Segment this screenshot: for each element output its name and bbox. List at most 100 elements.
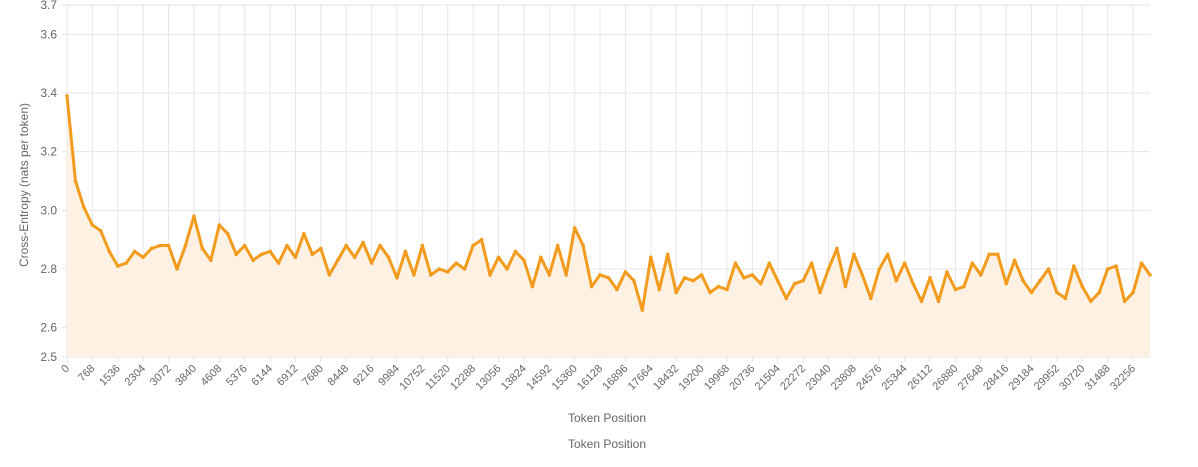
data-point	[1097, 290, 1102, 295]
data-point	[225, 232, 230, 236]
x-tick-label: 28416	[981, 363, 1011, 393]
data-point	[801, 278, 805, 283]
series-points	[65, 94, 1152, 312]
data-point	[640, 308, 645, 312]
x-tick-label: 3840	[173, 363, 199, 389]
data-point	[978, 273, 983, 277]
data-point	[589, 284, 594, 289]
data-point	[758, 281, 763, 286]
data-point	[132, 249, 137, 254]
data-point	[65, 94, 69, 98]
data-point	[868, 296, 873, 301]
x-tick-label: 16128	[575, 363, 605, 393]
x-tick-label: 14592	[524, 363, 554, 393]
data-point	[1088, 299, 1093, 304]
data-point	[1105, 267, 1110, 271]
data-point	[192, 214, 196, 218]
data-point	[1131, 290, 1135, 295]
data-point	[209, 258, 213, 263]
data-point	[581, 243, 585, 248]
data-point	[386, 255, 391, 260]
data-point	[1038, 278, 1042, 283]
data-point	[547, 273, 552, 277]
data-point	[302, 232, 306, 236]
x-tick-label: 30720	[1057, 363, 1087, 393]
x-tick-label: 9216	[351, 363, 377, 389]
data-point	[809, 261, 814, 265]
data-point	[716, 284, 721, 289]
data-point	[242, 243, 247, 248]
data-point	[403, 249, 408, 254]
data-point	[141, 255, 145, 260]
data-point	[1148, 273, 1152, 277]
y-axis-label: Cross-Entropy (nats per token)	[17, 103, 31, 267]
data-point	[852, 252, 856, 257]
data-point	[420, 243, 425, 248]
data-point	[166, 243, 171, 248]
data-point	[276, 261, 281, 265]
data-point	[530, 284, 535, 289]
data-point	[395, 276, 399, 280]
data-point	[818, 290, 822, 295]
x-tick-label: 6144	[249, 363, 275, 389]
y-tick-label: 2.6	[40, 321, 57, 335]
x-tick-label: 13824	[499, 363, 529, 393]
data-point	[962, 284, 966, 289]
data-point	[107, 249, 112, 254]
x-tick-label: 12288	[448, 363, 478, 393]
data-point	[115, 264, 120, 268]
data-point	[158, 243, 162, 248]
data-point	[708, 290, 712, 295]
data-point	[539, 255, 543, 260]
x-tick-label: 5376	[224, 363, 250, 389]
data-point	[73, 179, 78, 183]
x-tick-label: 20736	[727, 363, 757, 393]
data-point	[217, 223, 222, 227]
data-point	[767, 261, 772, 265]
data-point	[429, 273, 433, 277]
x-tick-label: 26880	[930, 363, 960, 393]
x-tick-label: 24576	[854, 363, 884, 393]
data-point	[1012, 258, 1017, 263]
data-point	[1080, 284, 1085, 289]
data-point	[471, 243, 475, 248]
data-point	[462, 267, 467, 271]
data-point	[327, 273, 332, 277]
data-point	[124, 261, 129, 265]
data-point	[894, 278, 898, 283]
data-point	[1122, 299, 1127, 304]
data-point	[496, 255, 501, 260]
data-point	[615, 287, 619, 292]
x-tick-label: 25344	[880, 363, 910, 393]
x-tick-label: 29184	[1007, 363, 1037, 393]
data-point	[564, 273, 568, 277]
data-point	[682, 276, 687, 280]
data-point	[919, 299, 924, 304]
data-point	[725, 287, 729, 292]
x-tick-label: 18432	[651, 363, 681, 393]
y-tick-label: 3.7	[40, 0, 57, 12]
x-tick-label: 768	[76, 363, 97, 384]
y-axis-ticks: 2.5 2.6 2.8 3.0 3.2 3.4 3.6 3.7	[40, 0, 57, 364]
x-axis-ticks: 0 768 1536 2304 3072 3840 4608 5376 6144 6912 7680…	[59, 363, 1138, 393]
x-axis-label: Token Position	[568, 411, 646, 425]
x-tick-label: 23808	[829, 363, 859, 393]
data-point	[674, 290, 678, 295]
data-point	[183, 243, 188, 248]
data-point	[293, 255, 298, 260]
data-point	[598, 273, 602, 277]
data-point	[665, 252, 670, 257]
data-point	[335, 258, 340, 263]
data-point	[175, 267, 179, 271]
data-point	[792, 281, 797, 286]
data-point	[454, 261, 459, 265]
x-tick-label: 32256	[1108, 363, 1138, 393]
data-point	[877, 267, 882, 271]
data-point	[251, 258, 255, 263]
data-point	[437, 267, 442, 271]
data-point	[953, 287, 958, 292]
x-tick-label: 11520	[423, 363, 453, 393]
x-tick-label: 21504	[753, 363, 783, 393]
data-point	[1072, 264, 1076, 268]
x-tick-label: 29952	[1032, 363, 1062, 393]
